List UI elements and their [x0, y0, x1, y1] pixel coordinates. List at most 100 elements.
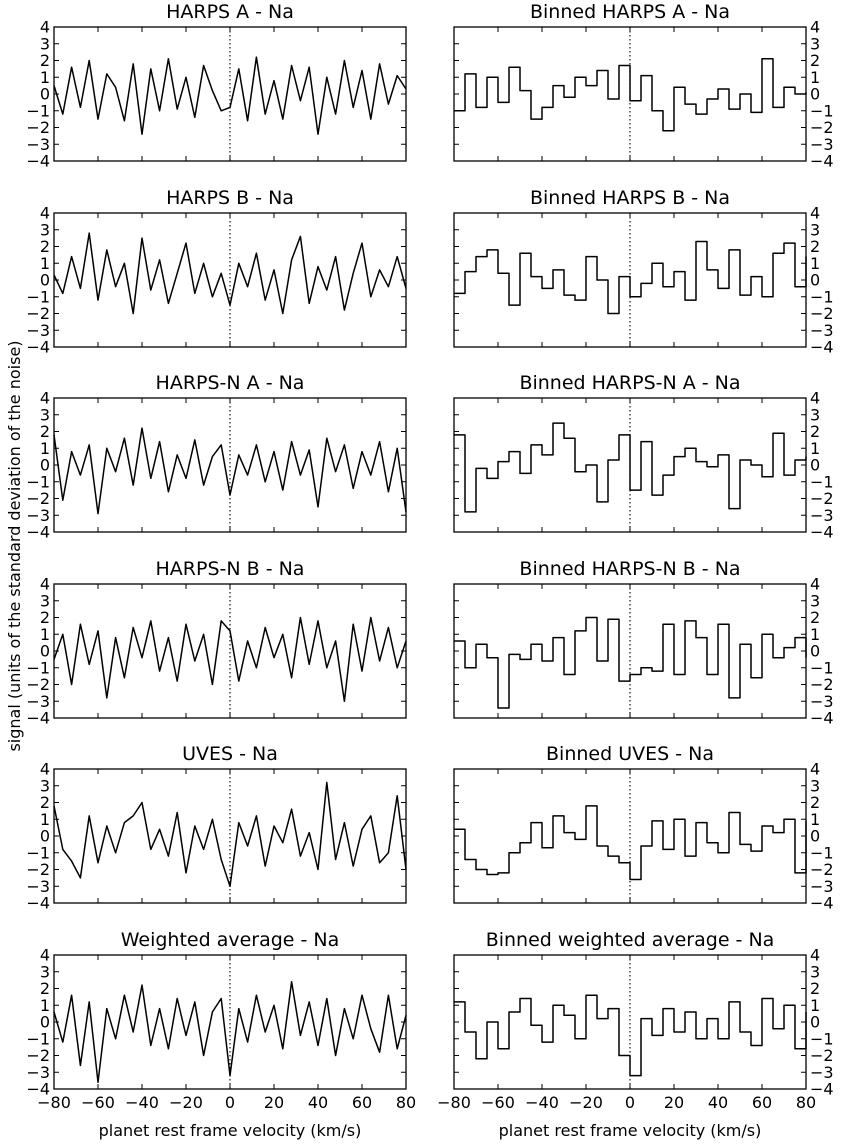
panel-title: HARPS-N B - Na [156, 558, 305, 580]
x-tick-label: 40 [308, 1093, 328, 1112]
series-line [53, 781, 407, 888]
plot-frame [53, 26, 407, 162]
y-tick-label: −1 [26, 472, 50, 491]
y-tick-label: 4 [40, 575, 50, 594]
y-tick-label: 1 [810, 996, 820, 1015]
y-tick-label: −4 [26, 523, 50, 542]
x-tick-label: −60 [81, 1093, 115, 1112]
y-tick-label: 2 [40, 422, 50, 441]
panel-title: HARPS B - Na [166, 187, 294, 209]
y-tick-label: −1 [26, 101, 50, 120]
y-tick-label: −3 [26, 135, 50, 154]
y-tick-label: −2 [810, 1046, 834, 1065]
y-tick-label: 3 [40, 591, 50, 610]
y-tick-label: −4 [810, 709, 834, 728]
y-tick-label: −2 [26, 304, 50, 323]
y-tick-label: 3 [810, 776, 820, 795]
y-tick-label: 3 [40, 34, 50, 53]
y-tick-label: 2 [810, 979, 820, 998]
x-tick-label: 80 [396, 1093, 416, 1112]
y-tick-label: 4 [40, 946, 50, 965]
y-tick-label: 2 [810, 608, 820, 627]
y-tick-label: 4 [40, 760, 50, 779]
y-tick-label: −3 [810, 135, 834, 154]
x-tick-label: 80 [796, 1093, 816, 1112]
y-tick-label: 3 [40, 776, 50, 795]
y-tick-label: −3 [810, 692, 834, 711]
y-tick-label: 4 [40, 18, 50, 37]
series-line [454, 805, 807, 881]
panel-title: Binned HARPS A - Na [530, 1, 730, 23]
y-tick-label: 0 [40, 85, 50, 104]
panel-title: HARPS A - Na [166, 1, 294, 23]
y-tick-label: −2 [26, 118, 50, 137]
panel-title: Binned HARPS-N B - Na [519, 558, 740, 580]
y-tick-label: −4 [810, 894, 834, 913]
x-tick-label: 0 [625, 1093, 635, 1112]
y-tick-label: 2 [40, 51, 50, 70]
panel-title: Binned HARPS B - Na [530, 187, 730, 209]
y-tick-label: 0 [810, 642, 820, 661]
y-tick-label: −4 [810, 152, 834, 171]
y-tick-label: −2 [810, 860, 834, 879]
y-tick-label: 0 [810, 456, 820, 475]
y-tick-label: 1 [40, 996, 50, 1015]
y-tick-label: 1 [810, 810, 820, 829]
series-line [454, 616, 807, 709]
series-line [454, 422, 807, 513]
y-tick-label: 3 [40, 405, 50, 424]
y-tick-label: −4 [26, 338, 50, 357]
y-tick-label: −3 [26, 1063, 50, 1082]
y-tick-label: 1 [810, 68, 820, 87]
y-tick-label: −1 [26, 658, 50, 677]
y-tick-label: −4 [26, 1080, 50, 1099]
y-tick-label: −1 [810, 101, 834, 120]
y-tick-label: 1 [810, 439, 820, 458]
panel-title: Weighted average - Na [121, 929, 340, 951]
y-tick-label: 2 [810, 793, 820, 812]
series-line [454, 240, 807, 315]
y-tick-label: 4 [810, 204, 820, 223]
y-tick-label: −1 [26, 287, 50, 306]
y-tick-label: 2 [40, 979, 50, 998]
y-tick-label: −3 [26, 692, 50, 711]
y-tick-label: 4 [40, 204, 50, 223]
y-tick-label: 0 [40, 271, 50, 290]
series-line [53, 427, 407, 515]
y-tick-label: 1 [40, 810, 50, 829]
y-tick-label: −1 [810, 472, 834, 491]
y-tick-label: −3 [810, 877, 834, 896]
y-tick-label: −3 [26, 877, 50, 896]
y-tick-label: 3 [810, 220, 820, 239]
y-tick-label: −1 [810, 658, 834, 677]
y-tick-label: −4 [810, 338, 834, 357]
y-tick-label: 3 [810, 34, 820, 53]
plot-frame [453, 583, 807, 719]
y-tick-label: 0 [810, 1013, 820, 1032]
series-line [53, 981, 407, 1084]
y-tick-label: −2 [810, 489, 834, 508]
y-tick-label: −3 [810, 1063, 834, 1082]
y-tick-label: 2 [810, 422, 820, 441]
panel-title: Binned UVES - Na [546, 743, 714, 765]
y-tick-label: −4 [810, 523, 834, 542]
x-tick-label: 20 [264, 1093, 284, 1112]
y-tick-label: −2 [26, 489, 50, 508]
y-tick-label: −4 [26, 709, 50, 728]
y-tick-label: −2 [26, 1046, 50, 1065]
panel-title: UVES - Na [182, 743, 278, 765]
x-tick-label: −80 [37, 1093, 71, 1112]
y-tick-label: −2 [810, 675, 834, 694]
y-tick-label: 2 [40, 237, 50, 256]
y-tick-label: 0 [810, 271, 820, 290]
series-line [53, 56, 407, 135]
y-tick-label: 2 [40, 608, 50, 627]
y-tick-label: 0 [40, 1013, 50, 1032]
y-tick-label: 1 [40, 625, 50, 644]
y-tick-label: −2 [26, 675, 50, 694]
